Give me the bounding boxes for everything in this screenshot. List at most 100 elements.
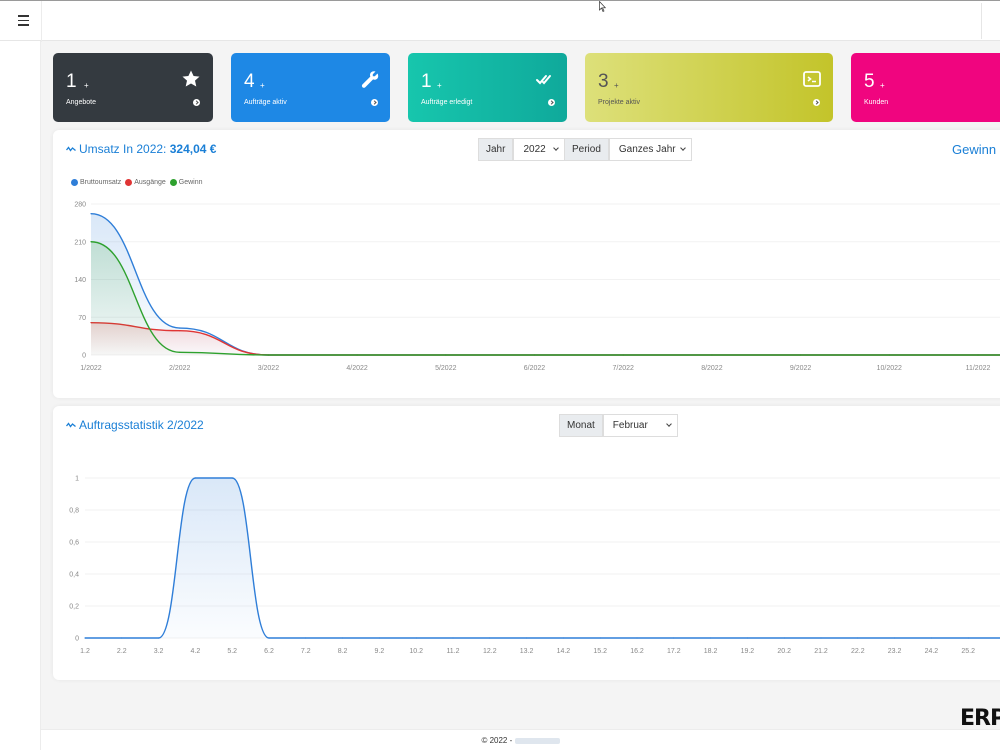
y-tick-label: 70 [78,315,86,322]
data-point [378,637,380,639]
x-tick-label: 4.2 [191,648,201,655]
data-point [800,354,802,356]
card-plus: + [614,81,619,90]
series-area [91,322,1000,356]
card-projekte-aktiv[interactable]: 3 + Projekte aktiv [585,53,833,122]
card-label: Aufträge erledigt [421,99,473,106]
card-count: 3 [598,71,609,92]
data-point [452,637,454,639]
period-value: Ganzes Jahr [618,144,676,155]
data-point [179,330,181,332]
x-tick-label: 13.2 [520,648,534,655]
data-point [894,637,896,639]
card-count: 1 [421,71,432,92]
arrow-circle-icon[interactable] [193,99,200,106]
data-point [673,637,675,639]
x-tick-label: 18.2 [704,648,718,655]
revenue-chart: 0 70 140 210 280 1/2022 2/2022 3/2022 4/2022 5/20… [74,202,1000,372]
card-kunden[interactable]: 5 + Kunden [851,53,1000,122]
x-tick-label: 5.2 [227,648,237,655]
arrow-circle-icon[interactable] [371,99,378,106]
y-tick-label: 0,6 [69,540,79,547]
x-tick-label: 9/2022 [790,365,812,372]
year-value: 2022 [523,144,546,155]
period-select[interactable]: Ganzes Jahr [608,138,692,161]
series-line [90,213,1000,356]
x-tick-label: 6.2 [264,648,274,655]
data-point [342,637,344,639]
data-point [526,637,528,639]
data-point [445,354,447,356]
card-auftraege-erledigt[interactable]: 1 + Aufträge erledigt [408,53,567,122]
card-auftraege-aktiv[interactable]: 4 + Aufträge aktiv [231,53,390,122]
data-point [533,354,536,356]
legend-item[interactable]: Ausgänge [125,179,166,186]
y-tick-label: 0,4 [69,572,79,579]
revenue-amount: 324,04 € [169,142,217,156]
x-tick-label: 3.2 [154,648,164,655]
star-icon [182,70,200,87]
x-tick-label: 17.2 [667,648,681,655]
card-count: 4 [244,71,255,92]
data-point [231,477,233,479]
card-plus: + [84,81,89,90]
divider [41,1,42,42]
series-line [90,241,1000,356]
x-tick-label: 8.2 [338,648,348,655]
y-tick-label: 280 [74,202,86,209]
x-tick-label: 24.2 [925,648,939,655]
card-angebote[interactable]: 1 + Angebote [53,53,213,122]
x-tick-label: 2/2022 [169,365,191,372]
data-point [783,637,785,639]
month-select[interactable]: Februar [602,414,678,437]
year-label: Jahr [478,138,514,161]
data-point [888,354,890,356]
x-tick-label: 4/2022 [346,365,368,372]
data-point [622,354,624,356]
card-plus: + [880,81,885,90]
data-point [121,637,123,639]
x-tick-label: 7.2 [301,648,311,655]
orders-panel: Auftragsstatistik 2/2022 Monat Februar 0… [53,406,1000,680]
data-point [305,637,307,639]
arrow-circle-icon[interactable] [548,99,555,106]
footer-text: © 2022 - [481,736,513,745]
legend-item[interactable]: Gewinn [169,179,203,186]
x-tick-label: 1/2022 [80,365,102,372]
y-tick-label: 210 [74,239,86,246]
legend-item[interactable]: Bruttoumsatz [71,179,121,186]
data-point [179,351,181,353]
x-tick-label: 23.2 [888,648,902,655]
chart-line-icon [66,146,76,152]
legend-label: Bruttoumsatz [80,179,122,186]
x-tick-label: 25.2 [961,648,975,655]
y-tick-label: 0 [75,636,79,643]
legend-label: Gewinn [178,179,203,186]
series-line [84,477,1000,639]
x-tick-label: 19.2 [741,648,755,655]
legend-label: Ausgänge [134,179,166,186]
arrow-circle-icon[interactable] [813,99,820,106]
gewinn-link[interactable]: Gewinn I [952,142,1000,157]
card-label: Aufträge aktiv [244,99,287,106]
card-plus: + [260,81,265,90]
x-tick-label: 8/2022 [701,365,723,372]
wrench-icon [361,71,379,88]
data-point [599,637,601,639]
legend-dot [169,179,177,186]
series-area [91,213,1000,356]
x-tick-label: 10.2 [409,648,423,655]
legend-dot [125,179,133,186]
sidebar [0,41,41,750]
hamburger-icon[interactable] [13,12,33,30]
data-point [710,637,712,639]
data-point [930,637,933,639]
x-tick-label: 12.2 [483,648,497,655]
data-point [179,327,181,329]
chart-line-icon [66,422,76,428]
data-point [562,637,564,639]
x-tick-label: 2.2 [117,648,127,655]
data-point [857,637,859,639]
y-tick-label: 140 [74,277,86,284]
month-value: Februar [612,420,648,431]
